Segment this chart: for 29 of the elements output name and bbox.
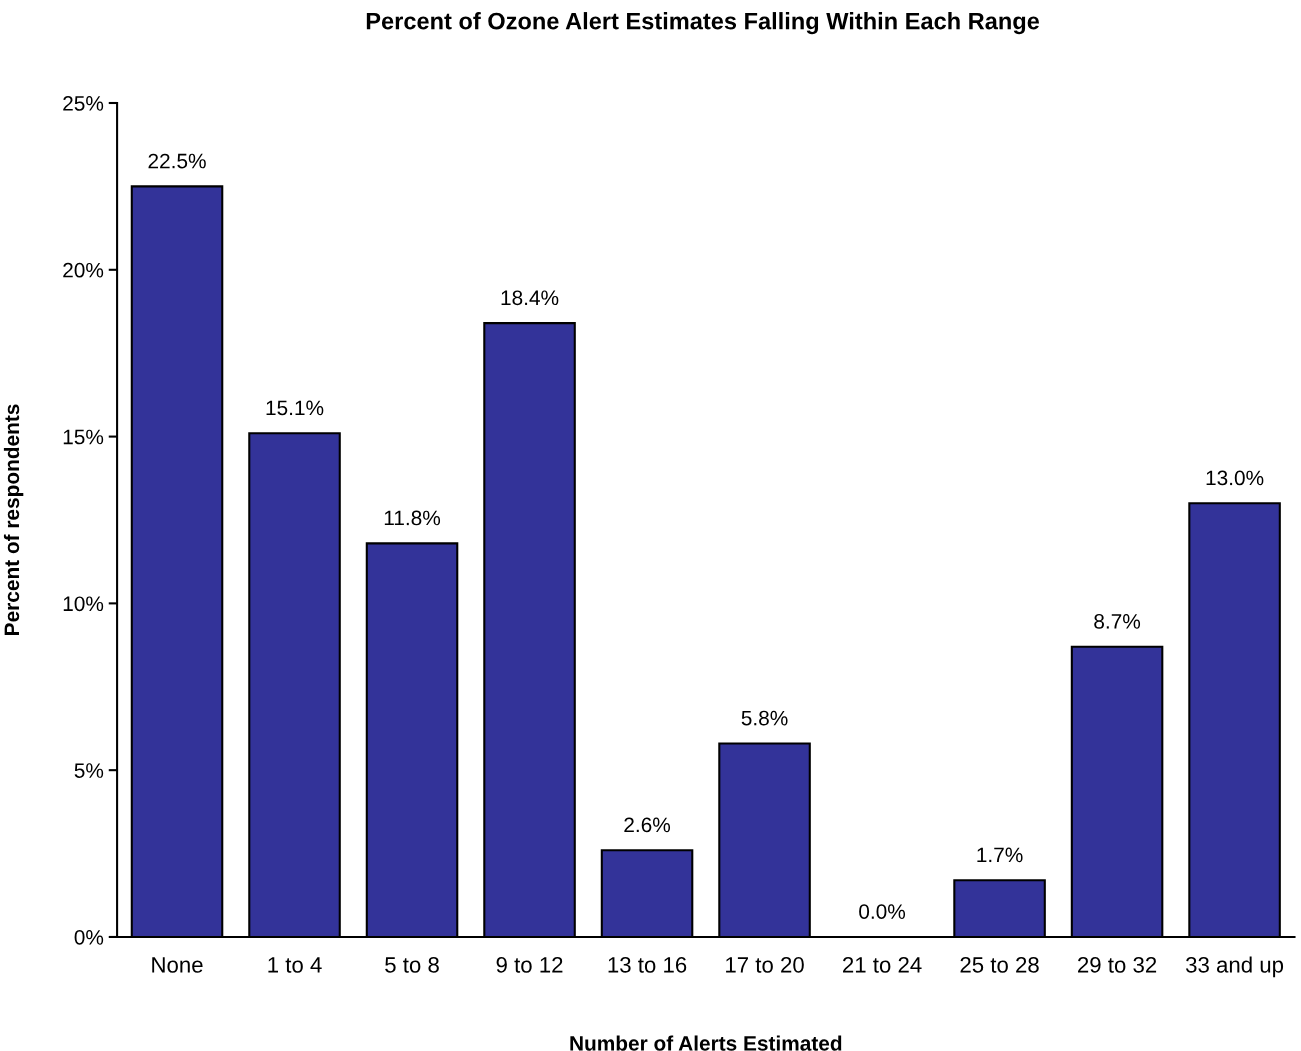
x-axis-title: Number of Alerts Estimated [570, 1035, 842, 1051]
y-tick-label: 20% [63, 262, 104, 278]
y-tick-label: 0% [74, 929, 104, 945]
data-label: 22.5% [148, 153, 206, 169]
x-tick-label: 29 to 32 [1078, 957, 1157, 973]
data-label: 8.7% [1094, 613, 1141, 629]
data-label: 1.7% [977, 847, 1023, 863]
y-axis-title: Percent of respondents [3, 404, 24, 635]
data-label: 11.8% [384, 510, 441, 526]
x-tick-label: 21 to 24 [843, 957, 922, 973]
data-label: 13.0% [1206, 470, 1264, 486]
x-tick-label: None [152, 957, 203, 973]
x-tick-label: 1 to 4 [268, 957, 322, 973]
data-label: 5.8% [741, 710, 788, 726]
y-tick-label: 15% [63, 429, 104, 445]
data-label: 0.0% [859, 904, 906, 919]
y-tick-label: 25% [63, 96, 104, 111]
x-tick-label: 33 and up [1185, 956, 1284, 978]
data-label: 2.6% [624, 817, 671, 833]
data-label: 18.4% [501, 290, 559, 306]
x-tick-label: 13 to 16 [608, 957, 687, 973]
x-tick-label: 5 to 8 [385, 957, 439, 973]
chart-title: Percent of Ozone Alert Estimates Falling Within Each Range [366, 12, 1040, 35]
x-tick-label: 25 to 28 [960, 957, 1039, 973]
y-tick-label: 5% [74, 763, 104, 778]
y-tick-label: 10% [63, 596, 104, 612]
x-tick-label: 9 to 12 [496, 957, 563, 973]
x-tick-label: 17 to 20 [726, 957, 804, 973]
data-label: 15.1% [266, 400, 324, 416]
